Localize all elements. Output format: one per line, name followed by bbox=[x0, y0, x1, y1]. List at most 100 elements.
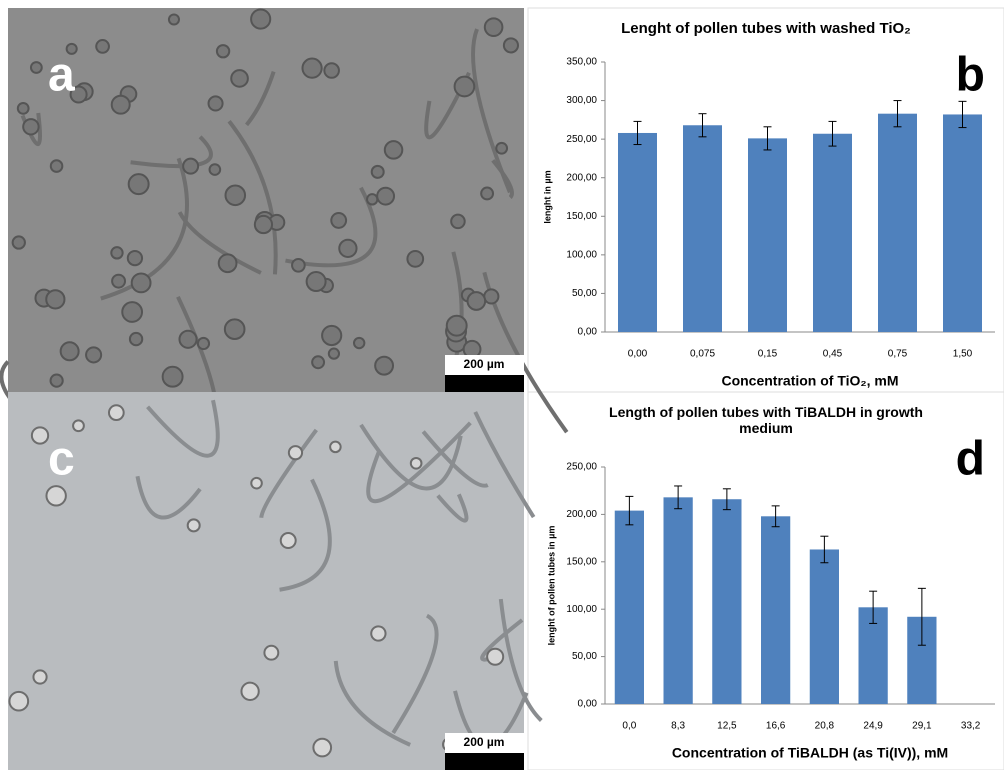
pollen-grain bbox=[251, 10, 270, 29]
y-tick-label: 150,00 bbox=[566, 211, 597, 222]
bar bbox=[712, 499, 741, 704]
x-tick-label: 33,2 bbox=[961, 721, 981, 732]
panel-label: c bbox=[48, 433, 75, 486]
y-tick-label: 0,00 bbox=[578, 327, 598, 338]
pollen-grain bbox=[73, 420, 84, 431]
pollen-grain bbox=[128, 251, 142, 265]
pollen-grain bbox=[169, 14, 179, 24]
pollen-grain bbox=[209, 96, 223, 110]
x-axis-label: Concentration of TiBALDH (as Ti(IV)), mM bbox=[672, 745, 948, 761]
pollen-grain bbox=[372, 166, 384, 178]
y-axis-label: lenght in µm bbox=[542, 170, 552, 223]
pollen-grain bbox=[385, 141, 403, 159]
pollen-grain bbox=[468, 292, 486, 310]
y-tick-label: 0,00 bbox=[578, 699, 598, 710]
scale-label: 200 µm bbox=[464, 735, 505, 749]
panel-label: b bbox=[956, 49, 985, 102]
pollen-grain bbox=[484, 289, 498, 303]
pollen-grain bbox=[96, 40, 109, 53]
y-tick-label: 350,00 bbox=[566, 57, 597, 68]
y-tick-label: 250,00 bbox=[566, 134, 597, 145]
scale-label: 200 µm bbox=[464, 357, 505, 371]
x-tick-label: 29,1 bbox=[912, 721, 932, 732]
x-tick-label: 12,5 bbox=[717, 721, 737, 732]
x-tick-label: 24,9 bbox=[863, 721, 883, 732]
pollen-grain bbox=[330, 442, 341, 453]
pollen-grain bbox=[23, 119, 38, 134]
bar bbox=[748, 138, 787, 332]
x-axis-label: Concentration of TiO₂, mM bbox=[721, 373, 898, 389]
bar bbox=[813, 134, 852, 332]
pollen-grain bbox=[312, 356, 324, 368]
pollen-grain bbox=[264, 646, 278, 660]
x-tick-label: 0,075 bbox=[690, 349, 715, 360]
pollen-grain bbox=[241, 683, 258, 700]
y-tick-label: 200,00 bbox=[566, 509, 597, 520]
scale-bar bbox=[445, 753, 524, 770]
bar bbox=[664, 497, 693, 704]
pollen-grain bbox=[331, 213, 346, 228]
pollen-grain bbox=[46, 290, 64, 308]
pollen-grain bbox=[217, 45, 229, 57]
pollen-grain bbox=[447, 316, 467, 336]
pollen-grain bbox=[33, 670, 46, 683]
pollen-grain bbox=[289, 446, 302, 459]
pollen-grain bbox=[122, 302, 142, 322]
y-tick-label: 300,00 bbox=[566, 95, 597, 106]
chart-title: Length of pollen tubes with TiBALDH in g… bbox=[601, 404, 931, 436]
pollen-grain bbox=[179, 331, 196, 348]
y-tick-label: 50,00 bbox=[572, 288, 597, 299]
pollen-grain bbox=[313, 739, 331, 757]
title-box: Lenght of pollen tubes with washed TiO₂ bbox=[546, 20, 986, 70]
pollen-grain bbox=[31, 62, 42, 73]
pollen-grain bbox=[455, 77, 475, 97]
pollen-grain bbox=[183, 159, 198, 174]
pollen-grain bbox=[302, 59, 321, 78]
y-tick-label: 200,00 bbox=[566, 172, 597, 183]
y-tick-label: 100,00 bbox=[566, 249, 597, 260]
pollen-grain bbox=[9, 692, 28, 711]
page: a 200 µm c 200 µm Lenght of pollen tubes wit… bbox=[0, 0, 1004, 770]
x-tick-label: 20,8 bbox=[815, 721, 835, 732]
pollen-grain bbox=[61, 342, 79, 360]
pollen-grain bbox=[377, 188, 394, 205]
pollen-grain bbox=[13, 236, 25, 248]
pollen-grain bbox=[481, 188, 493, 200]
pollen-grain bbox=[354, 338, 364, 348]
pollen-grain bbox=[485, 18, 503, 36]
pollen-grain bbox=[163, 367, 183, 387]
pollen-grain bbox=[112, 96, 130, 114]
pollen-grain bbox=[32, 427, 48, 443]
pollen-grain bbox=[109, 405, 124, 420]
pollen-grain bbox=[18, 103, 29, 114]
pollen-grain bbox=[322, 326, 341, 345]
pollen-grain bbox=[487, 649, 503, 665]
pollen-grain bbox=[210, 164, 221, 175]
x-tick-label: 8,3 bbox=[671, 721, 685, 732]
pollen-grain bbox=[496, 143, 507, 154]
pollen-grain bbox=[407, 251, 423, 267]
x-tick-label: 0,00 bbox=[628, 349, 648, 360]
y-tick-label: 250,00 bbox=[566, 462, 597, 473]
scale-bar bbox=[445, 375, 524, 392]
pollen-grain bbox=[219, 254, 237, 272]
panel-label: a bbox=[48, 49, 75, 102]
figure: a 200 µm c 200 µm Lenght of pollen tubes wit… bbox=[0, 0, 1004, 770]
pollen-grain bbox=[329, 349, 339, 359]
pollen-grain bbox=[251, 478, 262, 489]
pollen-grain bbox=[375, 357, 393, 375]
x-tick-label: 16,6 bbox=[766, 721, 786, 732]
x-tick-label: 1,50 bbox=[953, 349, 973, 360]
bar bbox=[943, 114, 982, 332]
pollen-grain bbox=[225, 319, 245, 339]
pollen-grain bbox=[504, 38, 518, 52]
bar bbox=[618, 133, 657, 332]
pollen-grain bbox=[51, 160, 63, 172]
pollen-grain bbox=[451, 215, 465, 229]
x-tick-label: 0,15 bbox=[758, 349, 778, 360]
pollen-grain bbox=[411, 458, 422, 469]
pollen-grain bbox=[130, 333, 142, 345]
pollen-grain bbox=[371, 626, 385, 640]
pollen-grain bbox=[292, 259, 305, 272]
y-axis-label: lenght of pollen tubes in µm bbox=[546, 526, 556, 646]
